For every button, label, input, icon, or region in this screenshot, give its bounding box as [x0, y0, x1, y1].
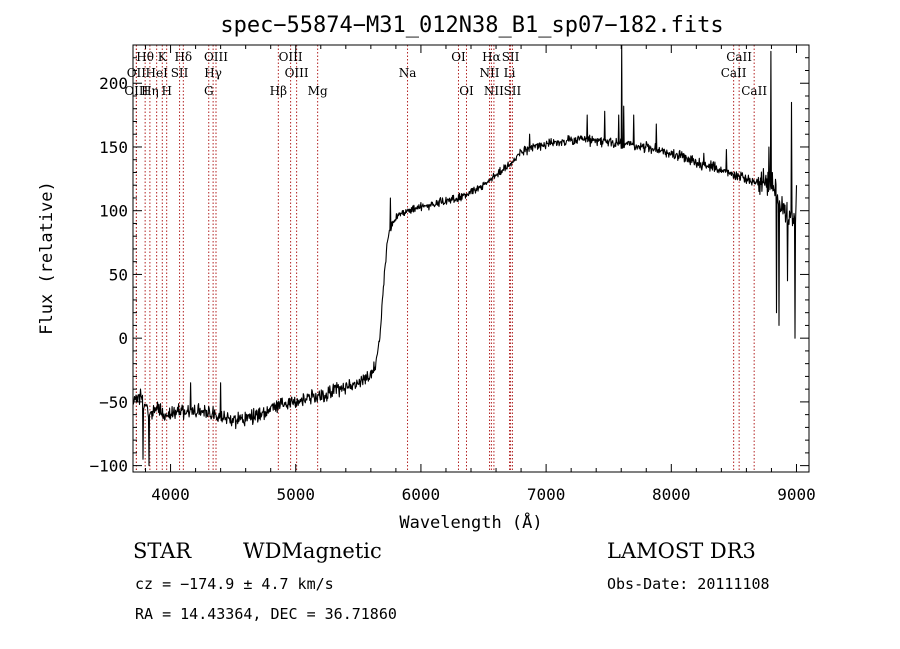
spectral-line-label: CaII	[726, 50, 752, 64]
spectral-line-label: NII	[484, 84, 504, 98]
spectral-line-label: SII	[171, 66, 189, 80]
spectral-line-label: Na	[399, 66, 417, 80]
y-tick-label: 150	[99, 138, 128, 157]
spectral-line-label: Hη	[141, 84, 159, 98]
sky-coordinates: RA = 14.43364, DEC = 36.71860	[135, 605, 397, 623]
spectral-line-label: Hδ	[174, 50, 192, 64]
spectral-line-label: OIII	[124, 84, 148, 98]
x-tick-label: 9000	[777, 485, 816, 504]
spectral-line-label: Hβ	[270, 84, 287, 98]
spectral-line-label: SII	[504, 84, 522, 98]
spectral-line-label: K	[158, 50, 168, 64]
y-tick-label: 0	[118, 329, 128, 348]
x-tick-label: 4000	[151, 485, 190, 504]
spectral-line-label: OI	[459, 84, 474, 98]
spectral-line-label: SII	[502, 50, 520, 64]
y-axis-label: Flux (relative)	[37, 181, 57, 335]
spectral-line-label: Hθ	[136, 50, 154, 64]
spectral-line-markers	[135, 45, 755, 472]
spectral-line-label: G	[204, 84, 214, 98]
x-tick-label: 8000	[652, 485, 691, 504]
spectral-line-label: Hα	[482, 50, 501, 64]
spectral-line-label: OIII	[279, 50, 303, 64]
object-subclass: WDMagnetic	[243, 539, 382, 563]
spectral-line-label: HeI	[146, 66, 169, 80]
spectral-line-label: OII	[127, 66, 147, 80]
spectral-line-label: OIII	[204, 50, 228, 64]
spectral-line-label: Li	[504, 66, 516, 80]
spectral-line-label: OIII	[285, 66, 309, 80]
spectral-line-label: Mg	[308, 84, 328, 98]
plot-frame	[132, 44, 810, 473]
x-tick-label: 7000	[527, 485, 566, 504]
spectral-line-label: CaII	[741, 84, 767, 98]
y-tick-label: 100	[99, 202, 128, 221]
survey-release: LAMOST DR3	[607, 539, 756, 563]
y-tick-label: 50	[109, 265, 128, 284]
object-class: STAR	[133, 539, 192, 563]
observation-date: Obs-Date: 20111108	[607, 575, 770, 593]
redshift-velocity: cz = −174.9 ± 4.7 km/s	[135, 575, 334, 593]
spectral-line-label: OI	[451, 50, 466, 64]
chart-title: spec−55874−M31_012N38_B1_sp07−182.fits	[220, 13, 723, 38]
y-tick-label: 200	[99, 74, 128, 93]
x-tick-label: 5000	[276, 485, 315, 504]
spectrum-line	[132, 44, 798, 467]
spectral-line-label: H	[161, 84, 171, 98]
spectral-line-label: NII	[480, 66, 500, 80]
x-axis-label: Wavelength (Å)	[399, 511, 542, 533]
x-tick-label: 6000	[402, 485, 441, 504]
y-tick-label: −100	[89, 457, 128, 476]
axis-ticks: 4000 5000 6000 7000 8000 9000 −100 −50 0 50 100 150…	[89, 45, 816, 504]
spectral-line-label: Hγ	[204, 66, 222, 80]
spectral-line-label: CaII	[721, 66, 747, 80]
y-tick-label: −50	[99, 393, 128, 412]
